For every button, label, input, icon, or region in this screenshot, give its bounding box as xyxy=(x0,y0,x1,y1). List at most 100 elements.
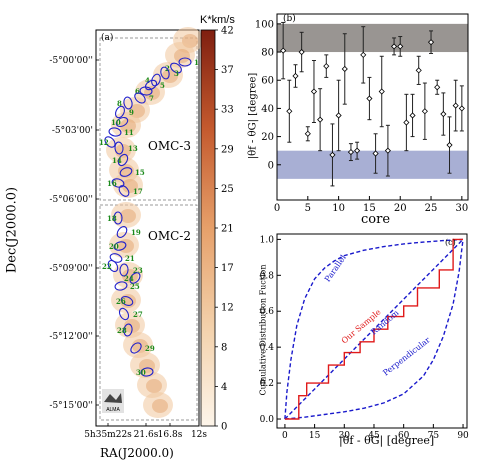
core-ellipse xyxy=(108,127,122,137)
core-number: 15 xyxy=(135,168,145,177)
panel-b-xtick-label: 10 xyxy=(332,203,345,214)
data-point xyxy=(323,63,330,70)
data-point xyxy=(421,108,428,115)
core-number: 26 xyxy=(116,297,126,306)
panel-c-ytick-label: 0.2 xyxy=(260,379,274,389)
core-ellipse xyxy=(170,62,182,74)
panel-c-xtick-label: 45 xyxy=(368,431,380,441)
core-number: 11 xyxy=(124,128,134,137)
panel-b-ytick-label: 0 xyxy=(268,160,274,171)
panel-b-ytick-label: 20 xyxy=(261,132,274,143)
data-point xyxy=(434,84,441,91)
ra-tick-label: 12s xyxy=(191,430,207,440)
core-number: 14 xyxy=(112,156,122,165)
data-point xyxy=(366,95,373,102)
omc3-box xyxy=(99,37,198,201)
core-number: 18 xyxy=(107,214,117,223)
core-ellipse xyxy=(115,116,129,128)
colorbar-tick-label: 8 xyxy=(221,342,227,353)
data-point xyxy=(440,110,447,118)
core-number: 7 xyxy=(149,94,154,103)
omc2-box xyxy=(99,204,198,421)
data-point xyxy=(298,48,305,56)
emission-blob-core xyxy=(120,119,136,133)
core-ellipse xyxy=(134,92,146,104)
series-line-perpendicular xyxy=(284,239,464,420)
data-point xyxy=(384,147,391,154)
dec-tick-label: -5°06'00'' xyxy=(49,195,93,205)
data-point xyxy=(415,67,422,74)
core-number: 28 xyxy=(117,326,127,335)
map-ra-ticks: 5h35m22s 21.6s 16.8s 12s xyxy=(84,423,207,440)
data-point xyxy=(378,88,385,95)
core-ellipse xyxy=(118,185,130,197)
data-point xyxy=(409,112,416,119)
panel-c-ytick-label: 0.8 xyxy=(260,271,275,281)
data-point xyxy=(397,43,404,50)
data-point xyxy=(341,65,348,73)
map-panel-label: (a) xyxy=(101,33,114,43)
data-point xyxy=(310,88,318,95)
core-ellipse xyxy=(119,263,129,277)
colorbar-tick-label: 17 xyxy=(221,263,234,274)
core-number: 8 xyxy=(117,99,122,108)
colorbar-ticks: 42 37 33 29 25 21 17 12 8 4 0 xyxy=(215,26,234,433)
panel-b-ylabel: |θf - θG| [degree] xyxy=(247,72,259,160)
data-point xyxy=(317,116,324,123)
core-number: 24 xyxy=(124,274,134,283)
core-number: 29 xyxy=(145,344,155,353)
core-number: 12 xyxy=(99,138,109,147)
panel-b-xtick-label: 15 xyxy=(363,203,376,214)
core-ellipse xyxy=(178,57,192,67)
core-number: 16 xyxy=(107,179,117,188)
panel-c-ytick-label: 0.6 xyxy=(260,307,275,317)
core-number: 6 xyxy=(135,87,140,96)
core-ellipse xyxy=(114,105,126,119)
data-point xyxy=(292,72,299,80)
core-ellipse xyxy=(151,73,161,87)
dec-tick-label: -5°09'00'' xyxy=(49,264,93,274)
core-number: 3 xyxy=(174,69,179,78)
data-point xyxy=(354,147,361,154)
panel-c-ytick-label: 0.4 xyxy=(260,343,275,353)
colorbar-tick-label: 12 xyxy=(221,303,234,314)
panel-b-xtick-label: 25 xyxy=(425,203,438,214)
data-point xyxy=(286,108,293,115)
colorbar-tick-label: 42 xyxy=(221,26,234,37)
core-number: 22 xyxy=(102,262,112,271)
colorbar-tick-label: 37 xyxy=(221,65,234,76)
colorbar-title: K*km/s xyxy=(200,14,235,26)
shaded-band xyxy=(277,23,468,53)
panel-c-ytick-label: 0.0 xyxy=(260,415,275,425)
core-ellipse xyxy=(118,307,130,321)
omc3-label: OMC-3 xyxy=(148,139,191,153)
core-ellipse xyxy=(119,167,133,177)
data-point xyxy=(335,112,342,119)
panel-b-xtick-label: 30 xyxy=(455,203,468,214)
panel-c-xtick-label: 90 xyxy=(457,431,469,441)
core-ellipse xyxy=(129,272,141,284)
core-ellipse xyxy=(123,96,133,110)
core-ellipse xyxy=(160,66,170,80)
data-point xyxy=(360,51,367,58)
shaded-band xyxy=(277,150,468,179)
data-point xyxy=(329,151,336,158)
core-number: 23 xyxy=(133,266,143,275)
core-number: 30 xyxy=(136,368,146,377)
core-ellipse xyxy=(113,211,123,225)
panel-b-ytick-label: 60 xyxy=(261,76,274,87)
panel-c-xtick-label: 60 xyxy=(398,431,410,441)
emission-blob-core xyxy=(124,319,140,333)
core-number: 27 xyxy=(133,310,143,319)
core-ellipse xyxy=(113,241,127,251)
data-point xyxy=(427,39,435,46)
data-point xyxy=(458,105,465,112)
core-number: 19 xyxy=(131,228,141,237)
core-ellipse xyxy=(120,296,134,306)
data-point xyxy=(390,43,398,50)
data-point xyxy=(347,149,355,156)
alma-logo-text: ALMA xyxy=(106,407,120,413)
panel-b-label: (b) xyxy=(283,14,296,24)
